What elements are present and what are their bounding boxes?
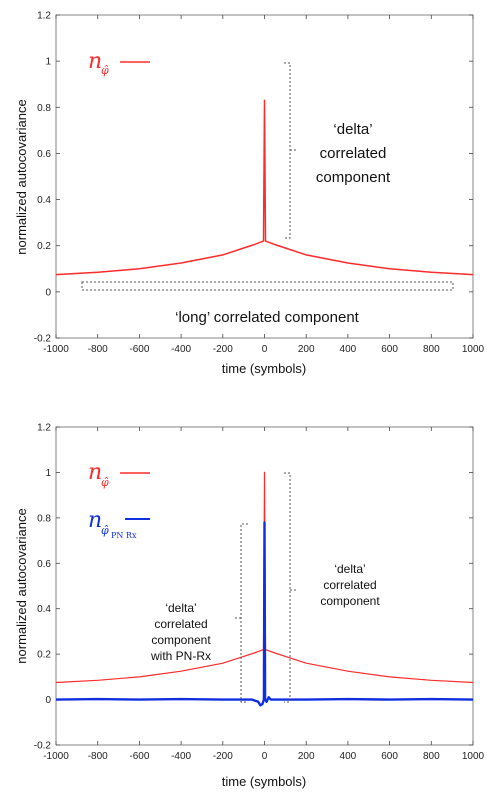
bot-y-tick-label: -0.2 <box>34 741 52 752</box>
bottom-annot-with-pnrx: with PN-Rx <box>150 649 211 663</box>
bottom-x-ticks: -1000 -800 -600 -400 -200 0 200 400 600 800 1000 <box>43 427 485 762</box>
bottom-x-axis-label: time (symbols) <box>222 774 307 789</box>
top-legend-symbol: n <box>88 49 102 74</box>
bot-x-tick-label: -1000 <box>43 751 69 762</box>
top-y-tick-label: 0 <box>45 287 51 298</box>
bottom-annot-component-1: component <box>320 594 380 608</box>
top-long-bracket <box>81 281 454 291</box>
top-annot-component: component <box>316 169 391 186</box>
top-delta-bracket <box>284 62 296 239</box>
bot-y-tick-label: 0.6 <box>37 559 51 570</box>
top-y-tick-label: 0.8 <box>37 103 51 114</box>
bot-x-tick-label: 1000 <box>462 751 485 762</box>
top-x-tick-label: -800 <box>88 344 108 355</box>
bot-x-tick-label: -800 <box>88 751 108 762</box>
bot-series-line-2 <box>55 521 474 707</box>
bot-y-tick-label: 0.4 <box>37 604 51 615</box>
top-y-tick-label: 0.2 <box>37 241 51 252</box>
top-legend: n φ̂ <box>88 49 150 77</box>
bot-y-tick-label: 0.8 <box>37 513 51 524</box>
bottom-series-group <box>55 471 474 707</box>
bottom-delta-bracket <box>284 472 296 703</box>
top-x-tick-label: 200 <box>298 344 315 355</box>
bot-x-tick-label: 400 <box>340 751 357 762</box>
bot-x-tick-label: -600 <box>129 751 149 762</box>
top-x-tick-label: -200 <box>213 344 233 355</box>
bot-y-tick-label: 0.2 <box>37 650 51 661</box>
bottom-legend-symbol-1: n <box>88 460 102 485</box>
top-annot-correlated: correlated <box>320 145 387 162</box>
bot-x-tick-label: 800 <box>423 751 440 762</box>
top-x-ticks: -1000 -800 -600 -400 -200 0 200 400 600 800 1000 <box>43 15 485 355</box>
bot-x-tick-label: 600 <box>381 751 398 762</box>
top-x-tick-label: -1000 <box>43 344 69 355</box>
top-x-tick-label: 1000 <box>462 344 485 355</box>
bot-series-line-1 <box>55 471 474 684</box>
bot-x-tick-label: 200 <box>298 751 315 762</box>
bottom-legend: n φ̂ n φ̂ PN Rx <box>88 460 150 540</box>
bottom-annot-correlated-2: correlated <box>154 617 207 631</box>
top-y-tick-label: 1 <box>45 57 51 68</box>
top-x-tick-label: 400 <box>340 344 357 355</box>
bottom-legend-subscript-pnrx: PN Rx <box>111 531 137 540</box>
top-x-tick-label: 800 <box>423 344 440 355</box>
bot-x-tick-label: -400 <box>171 751 191 762</box>
bottom-legend-subscript-1: φ̂ <box>101 476 109 489</box>
bot-y-tick-label: 0 <box>45 695 51 706</box>
top-x-axis-label: time (symbols) <box>222 361 307 376</box>
bottom-annot-delta-2: ‘delta’ <box>165 601 196 615</box>
bot-x-tick-label: -200 <box>213 751 233 762</box>
top-x-tick-label: 600 <box>381 344 398 355</box>
bottom-legend-subscript-2: φ̂ <box>101 524 109 537</box>
top-y-tick-label: 0.6 <box>37 149 51 160</box>
bottom-y-ticks: -0.2 0 0.2 0.4 0.6 0.8 1 1.2 <box>34 423 473 752</box>
top-y-axis-label: normalized autocovariance <box>14 99 29 254</box>
top-annot-delta: ‘delta’ <box>333 121 372 138</box>
bottom-annot-component-2: component <box>151 633 211 647</box>
top-series-group <box>55 99 474 276</box>
top-y-ticks: -0.2 0 0.2 0.4 0.6 0.8 1 1.2 <box>34 11 473 345</box>
top-annot-long: ‘long’ correlated component <box>175 309 360 326</box>
bot-y-tick-label: 1.2 <box>37 423 51 434</box>
bottom-delta-pnrx-bracket <box>234 523 248 703</box>
bottom-legend-symbol-2: n <box>88 508 102 533</box>
top-x-tick-label: -400 <box>171 344 191 355</box>
top-series-line-1 <box>55 99 474 276</box>
top-x-tick-label: -600 <box>129 344 149 355</box>
top-y-tick-label: 1.2 <box>37 11 51 22</box>
bottom-y-axis-label: normalized autocovariance <box>14 508 29 663</box>
bot-y-tick-label: 1 <box>45 468 51 479</box>
bottom-chart: -0.200.20.40.60.811.2 -1000 -800 -600 -400-… <box>14 423 485 790</box>
top-y-tick-label: -0.2 <box>34 334 52 345</box>
bottom-annot-correlated-1: correlated <box>323 578 376 592</box>
top-chart: -0.200.20.40.60.811.2 -1000 -800 -600 -400-… <box>14 11 485 377</box>
top-y-tick-label: 0.4 <box>37 195 51 206</box>
bottom-annot-delta-1: ‘delta’ <box>334 562 365 576</box>
bot-x-tick-label: 0 <box>262 751 268 762</box>
top-x-tick-label: 0 <box>262 344 268 355</box>
top-legend-subscript: φ̂ <box>101 64 109 77</box>
